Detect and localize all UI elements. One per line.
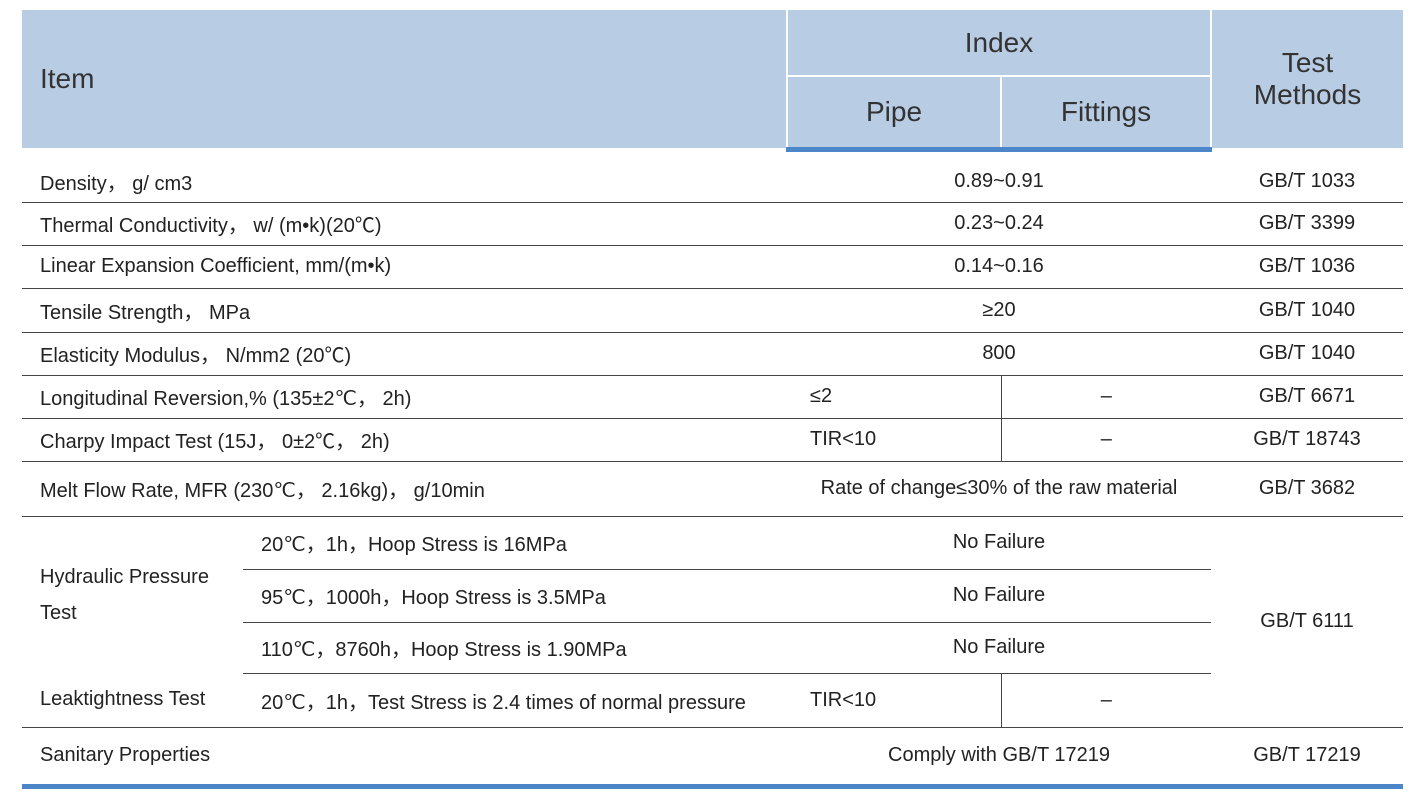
table-row: Longitudinal Reversion,% (135±2℃， 2h) ≤2–… — [22, 374, 1403, 418]
table-cell: 110℃，8760h，Hoop Stress is 1.90MPa — [243, 621, 787, 673]
header-cell: Index — [786, 8, 1212, 77]
table-cell: ≤2 — [787, 374, 1001, 418]
table-cell: GB/T 1036 — [1211, 244, 1403, 288]
table-cell: Melt Flow Rate, MFR (230℃， 2.16kg)， g/10… — [22, 460, 787, 516]
header-cell: Test Methods — [1210, 8, 1403, 150]
table-cell: 20℃，1h，Test Stress is 2.4 times of norma… — [243, 672, 787, 727]
table-row: Leaktightness Test 20℃，1h，Test Stress is … — [22, 672, 1403, 727]
table-cell: Charpy Impact Test (15J， 0±2℃， 2h) — [22, 417, 787, 461]
table-cell: Elasticity Modulus， N/mm2 (20℃) — [22, 331, 787, 375]
header-cell: Item — [22, 8, 788, 150]
table-cell: GB/T 1040 — [1211, 331, 1403, 375]
header-cell: Pipe — [786, 75, 1002, 152]
table-cell: GB/T 6111 — [1211, 515, 1403, 727]
table-row: Density， g/ cm3 0.89~0.91 GB/T 1033 — [22, 161, 1403, 202]
table-cell: Comply with GB/T 17219 — [787, 726, 1211, 789]
table-cell: No Failure — [787, 621, 1211, 673]
table-cell: Density， g/ cm3 — [40, 172, 193, 195]
table-cell: ≥20 — [787, 287, 1211, 332]
table-row: Sanitary Properties Comply with GB/T 1721… — [22, 726, 1403, 789]
table-cell: No Failure — [787, 568, 1211, 622]
table-row: Hydraulic Pressure Test 20℃，1h，Hoop Stres… — [22, 515, 1403, 727]
table-cell: Tensile Strength， MPa — [22, 287, 787, 332]
table-row: 110℃，8760h，Hoop Stress is 1.90MPa No Fail… — [22, 621, 1403, 673]
table-cell: TIR<10 — [787, 417, 1001, 461]
table-row: Elasticity Modulus， N/mm2 (20℃) 800 GB/T 1… — [22, 331, 1403, 375]
properties-table: Item Index Test Methods Pipe Fittings De… — [22, 8, 1403, 789]
table-row: Charpy Impact Test (15J， 0±2℃， 2h) TIR<10… — [22, 417, 1403, 461]
table-cell: No Failure — [787, 515, 1211, 569]
table-cell: 95℃，1000h，Hoop Stress is 3.5MPa — [243, 568, 787, 622]
table-row: 95℃，1000h，Hoop Stress is 3.5MPa No Failur… — [22, 568, 1403, 622]
table-cell: Linear Expansion Coefficient, mm/(m•k) — [22, 244, 787, 288]
table-row: Melt Flow Rate, MFR (230℃， 2.16kg)， g/10… — [22, 460, 1403, 516]
table-cell: 0.14~0.16 — [787, 244, 1211, 288]
table-cell: GB/T 3682 — [1211, 460, 1403, 516]
table-cell: 0.89~0.91 — [954, 169, 1044, 192]
table-cell: TIR<10 — [787, 672, 1001, 727]
table-row: Linear Expansion Coefficient, mm/(m•k) 0.… — [22, 244, 1403, 288]
table-cell: Rate of change≤30% of the raw material — [787, 460, 1211, 516]
header-row: Pipe Fittings — [22, 75, 1403, 152]
table-cell: – — [1000, 672, 1211, 727]
table-cell: 800 — [787, 331, 1211, 375]
table-cell: Hydraulic Pressure Test — [22, 515, 243, 673]
header-cell: Fittings — [1000, 75, 1212, 152]
table-cell: – — [1000, 417, 1211, 461]
table-cell: – — [1000, 374, 1211, 418]
table-body: Density， g/ cm3 0.89~0.91 GB/T 1033 Thermal… — [22, 149, 1403, 789]
table-cell: Leaktightness Test — [40, 688, 206, 711]
table-row: Thermal Conductivity， w/ (m•k)(20℃) 0.23~… — [22, 201, 1403, 245]
table-cell: GB/T 1040 — [1211, 287, 1403, 332]
table-cell: Sanitary Properties — [22, 726, 787, 789]
table-cell: GB/T 1033 — [1258, 169, 1356, 192]
table-cell: GB/T 6671 — [1211, 374, 1403, 418]
table-cell: 0.23~0.24 — [787, 201, 1211, 245]
table-cell: GB/T 18743 — [1211, 417, 1403, 461]
table-cell: Longitudinal Reversion,% (135±2℃， 2h) — [22, 374, 787, 418]
table-cell: GB/T 17219 — [1211, 726, 1403, 789]
table-row: Tensile Strength， MPa ≥20 GB/T 1040 — [22, 287, 1403, 332]
table-cell: Thermal Conductivity， w/ (m•k)(20℃) — [22, 201, 787, 245]
table-cell: 20℃，1h，Hoop Stress is 16MPa — [243, 515, 787, 569]
table-cell: GB/T 3399 — [1211, 201, 1403, 245]
header-row: Item Index Test Methods — [22, 8, 1403, 150]
